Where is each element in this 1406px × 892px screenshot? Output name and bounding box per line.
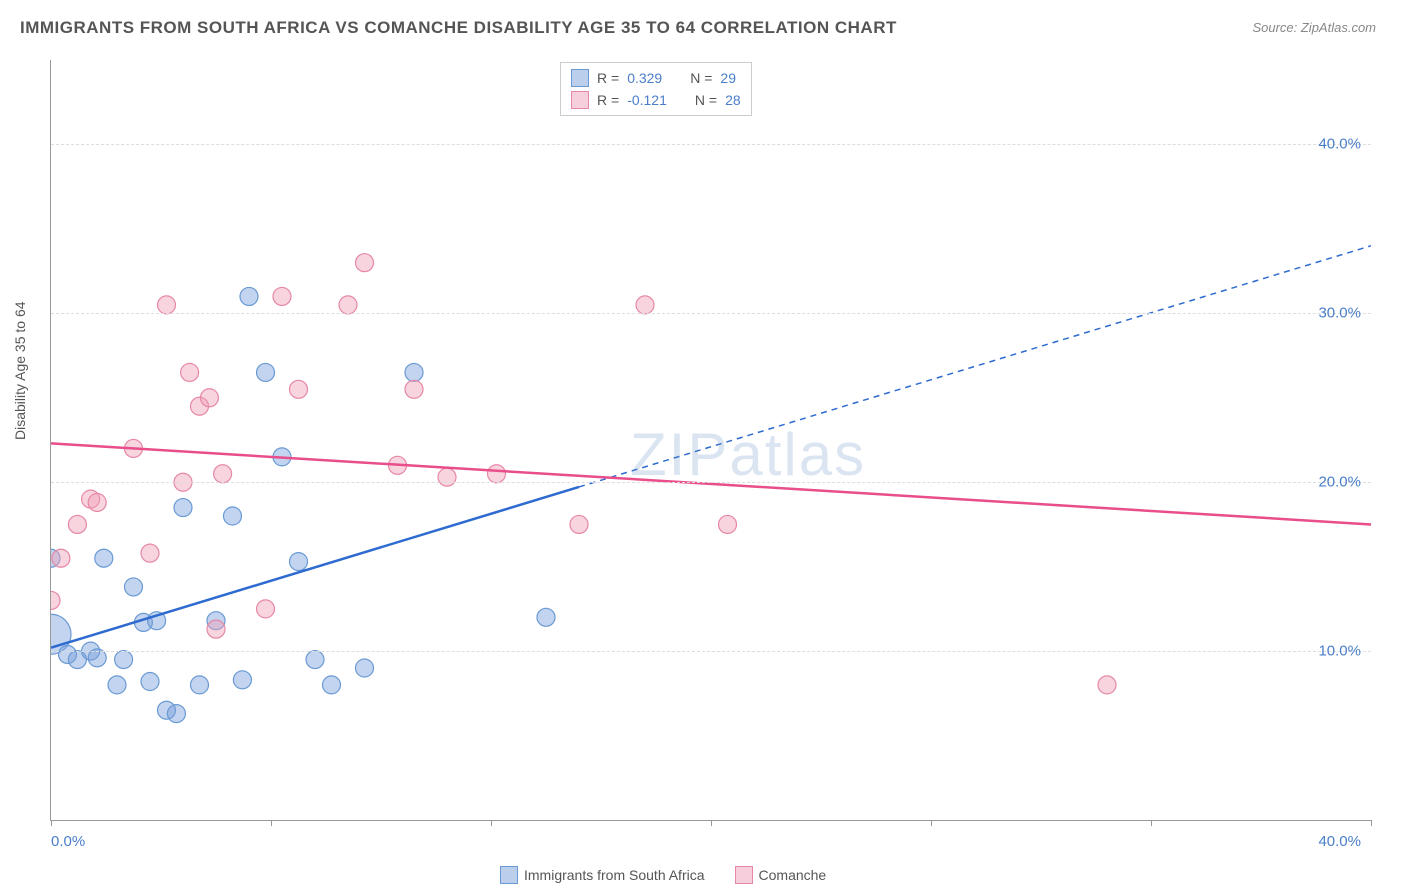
legend-series: Immigrants from South Africa Comanche bbox=[500, 866, 826, 884]
y-tick-label: 10.0% bbox=[1318, 643, 1361, 660]
legend-swatch bbox=[735, 866, 753, 884]
data-point bbox=[52, 549, 70, 567]
x-tick bbox=[491, 820, 492, 826]
x-tick-label-min: 0.0% bbox=[51, 833, 85, 850]
r-value: 0.329 bbox=[627, 70, 662, 86]
data-point bbox=[191, 676, 209, 694]
chart-svg bbox=[51, 60, 1371, 820]
data-point bbox=[356, 659, 374, 677]
data-point bbox=[306, 651, 324, 669]
data-point bbox=[174, 499, 192, 517]
gridline bbox=[51, 482, 1371, 483]
data-point bbox=[636, 296, 654, 314]
r-label: R = bbox=[597, 92, 619, 108]
data-point bbox=[200, 389, 218, 407]
source-label: Source: ZipAtlas.com bbox=[1252, 20, 1376, 35]
x-tick bbox=[271, 820, 272, 826]
data-point bbox=[290, 553, 308, 571]
data-point bbox=[537, 608, 555, 626]
legend-swatch bbox=[500, 866, 518, 884]
data-point bbox=[719, 515, 737, 533]
data-point bbox=[405, 363, 423, 381]
n-value: 29 bbox=[720, 70, 736, 86]
x-tick bbox=[1151, 820, 1152, 826]
legend-stats: R =0.329N =29R =-0.121N =28 bbox=[560, 62, 752, 116]
legend-series-item: Comanche bbox=[735, 866, 827, 884]
gridline bbox=[51, 313, 1371, 314]
legend-swatch bbox=[571, 69, 589, 87]
r-value: -0.121 bbox=[627, 92, 667, 108]
x-tick bbox=[1371, 820, 1372, 826]
data-point bbox=[488, 465, 506, 483]
y-tick-label: 20.0% bbox=[1318, 474, 1361, 491]
n-label: N = bbox=[690, 70, 712, 86]
data-point bbox=[356, 254, 374, 272]
data-point bbox=[233, 671, 251, 689]
data-point bbox=[273, 287, 291, 305]
data-point bbox=[339, 296, 357, 314]
x-tick bbox=[931, 820, 932, 826]
y-tick-label: 30.0% bbox=[1318, 305, 1361, 322]
data-point bbox=[224, 507, 242, 525]
data-point bbox=[141, 673, 159, 691]
data-point bbox=[1098, 676, 1116, 694]
data-point bbox=[88, 493, 106, 511]
chart-container: IMMIGRANTS FROM SOUTH AFRICA VS COMANCHE… bbox=[0, 0, 1406, 892]
n-label: N = bbox=[695, 92, 717, 108]
data-point bbox=[257, 363, 275, 381]
n-value: 28 bbox=[725, 92, 741, 108]
legend-series-label: Immigrants from South Africa bbox=[524, 867, 705, 883]
data-point bbox=[141, 544, 159, 562]
y-tick-label: 40.0% bbox=[1318, 136, 1361, 153]
plot-area: 0.0% 40.0% 10.0%20.0%30.0%40.0% bbox=[50, 60, 1371, 821]
legend-stats-row: R = -0.121 N = 28 bbox=[571, 89, 741, 111]
x-tick bbox=[711, 820, 712, 826]
trend-line bbox=[51, 443, 1371, 524]
trend-line-solid bbox=[51, 487, 579, 648]
x-tick-label-max: 40.0% bbox=[1318, 833, 1361, 850]
trend-line-dashed bbox=[579, 246, 1371, 487]
x-tick bbox=[51, 820, 52, 826]
legend-series-label: Comanche bbox=[759, 867, 827, 883]
legend-series-item: Immigrants from South Africa bbox=[500, 866, 705, 884]
data-point bbox=[207, 620, 225, 638]
data-point bbox=[95, 549, 113, 567]
r-label: R = bbox=[597, 70, 619, 86]
legend-stats-row: R = 0.329 N = 29 bbox=[571, 67, 741, 89]
data-point bbox=[108, 676, 126, 694]
data-point bbox=[323, 676, 341, 694]
data-point bbox=[51, 591, 60, 609]
data-point bbox=[125, 578, 143, 596]
data-point bbox=[158, 296, 176, 314]
data-point bbox=[167, 705, 185, 723]
data-point bbox=[240, 287, 258, 305]
data-point bbox=[405, 380, 423, 398]
chart-title: IMMIGRANTS FROM SOUTH AFRICA VS COMANCHE… bbox=[20, 18, 897, 38]
gridline bbox=[51, 651, 1371, 652]
y-axis-label: Disability Age 35 to 64 bbox=[12, 301, 28, 440]
gridline bbox=[51, 144, 1371, 145]
data-point bbox=[570, 515, 588, 533]
data-point bbox=[214, 465, 232, 483]
data-point bbox=[68, 515, 86, 533]
data-point bbox=[290, 380, 308, 398]
data-point bbox=[115, 651, 133, 669]
legend-swatch bbox=[571, 91, 589, 109]
data-point bbox=[438, 468, 456, 486]
data-point bbox=[181, 363, 199, 381]
data-point bbox=[257, 600, 275, 618]
